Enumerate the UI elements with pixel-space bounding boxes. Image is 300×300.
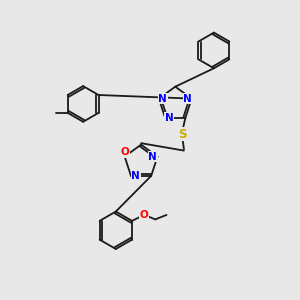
Text: N: N	[183, 94, 192, 103]
Text: O: O	[140, 210, 148, 220]
Text: O: O	[120, 147, 129, 157]
Text: N: N	[148, 152, 157, 162]
Text: S: S	[178, 128, 187, 141]
Text: N: N	[165, 113, 173, 123]
Text: N: N	[131, 171, 140, 181]
Text: N: N	[158, 94, 167, 103]
